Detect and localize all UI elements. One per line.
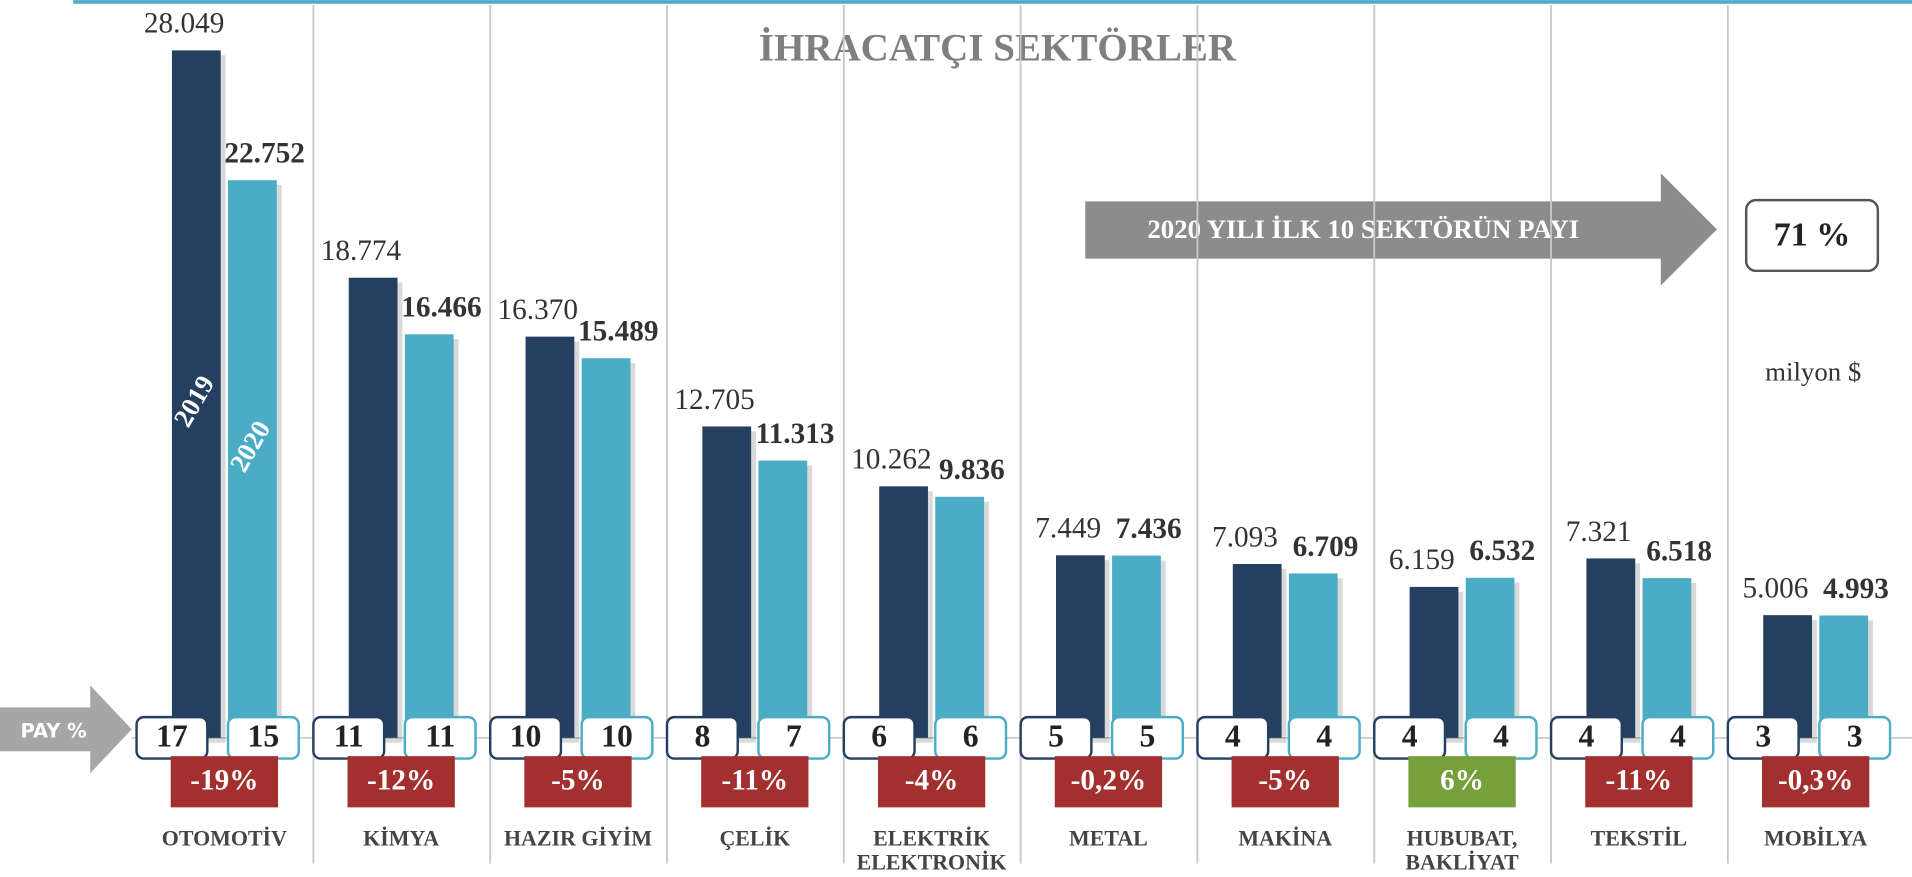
chart-title: İHRACATÇI SEKTÖRLER — [759, 25, 1237, 69]
value-label: 5.006 — [1743, 572, 1809, 604]
change-label: 6% — [1440, 765, 1484, 797]
bar — [1465, 577, 1515, 738]
change-label: -5% — [551, 765, 605, 797]
x-tick-label: MAKİNA — [1238, 825, 1332, 850]
change-box — [524, 756, 632, 808]
change-box — [1054, 756, 1163, 808]
bar — [1409, 586, 1459, 738]
value-label: 4.993 — [1823, 573, 1889, 605]
value-label: 10.262 — [851, 444, 931, 476]
share-value: 7 — [786, 718, 802, 753]
x-tick-label: METAL — [1069, 825, 1148, 850]
bar — [1232, 564, 1282, 738]
change-label: -11% — [1606, 765, 1673, 797]
value-label: 7.321 — [1566, 516, 1632, 548]
share-value: 10 — [510, 718, 542, 753]
share-value: 15 — [248, 718, 280, 753]
share-value: 11 — [334, 718, 364, 753]
share-value: 11 — [425, 718, 455, 753]
value-label: 6.518 — [1646, 535, 1712, 567]
value-label: 11.313 — [756, 418, 835, 450]
bar — [228, 180, 277, 738]
change-label: -5% — [1258, 765, 1312, 797]
change-box — [1585, 756, 1693, 808]
bar — [702, 426, 752, 738]
share-value: 3 — [1755, 718, 1771, 753]
value-label: 6.709 — [1293, 531, 1359, 563]
share-value: 6 — [963, 718, 979, 753]
share-value: 5 — [1048, 718, 1064, 753]
bar — [1112, 555, 1161, 738]
change-box — [1408, 756, 1516, 808]
x-tick-label: OTOMOTİV — [162, 825, 287, 850]
value-label: 7.449 — [1035, 513, 1101, 545]
value-label: 22.752 — [224, 138, 304, 170]
x-tick-label: HUBUBAT, BAKLİYAT — [1405, 825, 1519, 874]
change-box — [1231, 756, 1339, 808]
bar — [348, 277, 398, 738]
x-tick-label: KİMYA — [363, 825, 439, 850]
banner-box — [1744, 198, 1880, 273]
change-label: -4% — [905, 765, 959, 797]
change-label: -0,2% — [1071, 765, 1147, 797]
share-value: 5 — [1140, 718, 1156, 753]
change-label: -11% — [721, 765, 788, 797]
value-label: 7.093 — [1212, 521, 1278, 553]
bar — [1288, 573, 1338, 738]
share-value: 4 — [1225, 718, 1241, 753]
share-value: 4 — [1402, 718, 1418, 753]
banner-value: 71 % — [1774, 217, 1851, 254]
bar — [581, 358, 631, 738]
share-value: 17 — [156, 718, 188, 753]
change-box — [170, 756, 279, 808]
value-label: 28.049 — [144, 8, 224, 40]
x-tick-label: TEKSTİL — [1591, 825, 1687, 850]
share-label: PAY % — [21, 719, 87, 742]
change-label: -12% — [367, 765, 435, 797]
bar — [525, 336, 575, 738]
share-value: 3 — [1847, 718, 1863, 753]
change-label: -19% — [190, 765, 258, 797]
share-value: 4 — [1316, 718, 1332, 753]
bar — [171, 50, 221, 738]
bar — [758, 460, 808, 738]
change-box — [701, 756, 809, 808]
x-tick-label: ÇELİK — [719, 825, 790, 850]
bar — [1055, 555, 1105, 738]
share-value: 4 — [1670, 718, 1686, 753]
unit-label: milyon $ — [1765, 357, 1861, 387]
value-label: 7.436 — [1116, 513, 1182, 545]
share-value: 6 — [871, 718, 887, 753]
value-label: 18.774 — [321, 235, 402, 267]
value-label: 12.705 — [674, 384, 754, 416]
x-tick-label: MOBİLYA — [1764, 825, 1867, 850]
change-box — [877, 756, 986, 808]
value-label: 6.159 — [1389, 544, 1455, 576]
value-label: 15.489 — [578, 316, 658, 348]
banner-text: 2020 YILI İLK 10 SEKTÖRÜN PAYI — [1147, 214, 1579, 244]
share-value: 10 — [601, 718, 633, 753]
bar — [1642, 578, 1692, 738]
change-box — [1762, 756, 1870, 808]
bar — [404, 334, 454, 738]
change-box — [347, 756, 455, 808]
value-label: 16.466 — [401, 292, 481, 324]
share-value: 4 — [1493, 718, 1509, 753]
share-arrow — [0, 685, 132, 774]
value-label: 9.836 — [939, 454, 1005, 486]
value-label: 6.532 — [1469, 535, 1535, 567]
bar — [879, 486, 928, 738]
share-value: 4 — [1579, 718, 1595, 753]
share-value: 8 — [694, 718, 710, 753]
x-tick-label: ELEKTRİK ELEKTRONİK — [857, 825, 1007, 874]
bar — [935, 496, 985, 738]
value-label: 16.370 — [498, 294, 578, 326]
x-tick-label: HAZIR GİYİM — [504, 825, 652, 850]
change-label: -0,3% — [1778, 765, 1854, 797]
bar — [1586, 558, 1636, 738]
